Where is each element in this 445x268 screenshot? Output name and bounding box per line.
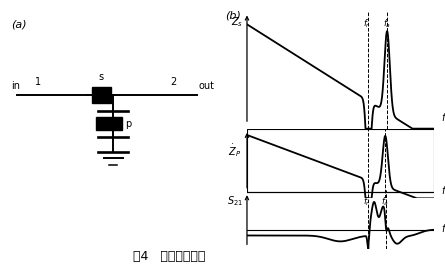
Text: 图4   滤波器原理图: 图4 滤波器原理图 [133,250,205,263]
Text: $f$: $f$ [441,111,445,123]
Text: (a): (a) [11,19,26,29]
Text: (b): (b) [225,11,241,21]
Text: $Z_s$: $Z_s$ [231,15,243,29]
Text: in: in [11,81,20,91]
Text: 2: 2 [170,77,176,87]
Text: $\dot{Z}_P$: $\dot{Z}_P$ [228,142,241,159]
Text: $f_r$: $f_r$ [363,195,370,208]
Text: 1: 1 [36,77,41,87]
Text: $f$: $f$ [441,222,445,234]
Bar [96,117,122,130]
Text: $f_a$: $f_a$ [383,18,391,31]
Text: p: p [125,118,131,129]
Text: out: out [198,81,214,91]
Text: s: s [99,72,104,82]
Bar [92,87,111,103]
Text: $f$: $f$ [441,184,445,196]
Text: $S_{21}$: $S_{21}$ [227,194,243,208]
Text: $f_a$: $f_a$ [381,195,389,208]
Text: $f_r$: $f_r$ [363,18,370,31]
